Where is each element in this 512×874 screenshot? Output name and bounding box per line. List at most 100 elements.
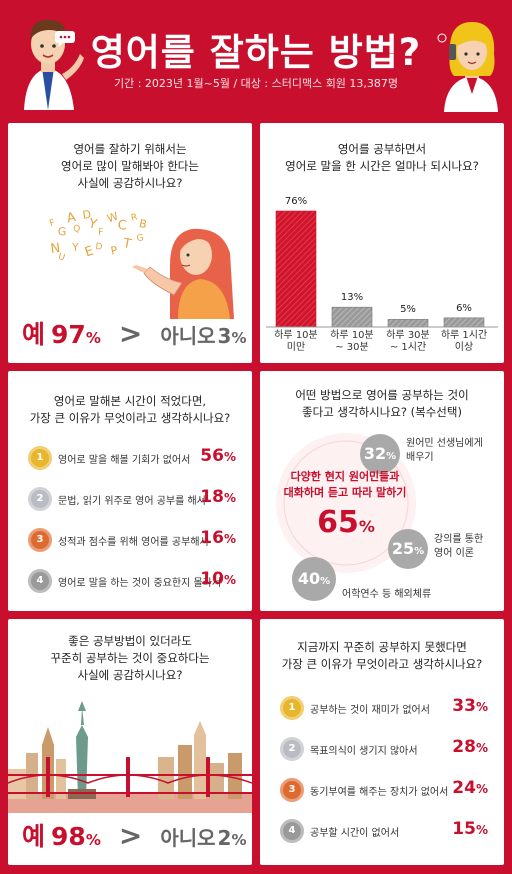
rank-medal-icon: 3	[280, 778, 304, 802]
yes-label: 예	[22, 822, 46, 851]
reason-value: 56%	[200, 446, 236, 466]
question-text: 영어를 공부하면서 영어로 말을 한 시간은 얼마나 되시나요?	[285, 142, 479, 173]
no-value: 3	[217, 324, 232, 348]
greater-than-sign: >	[118, 317, 143, 350]
reason-label: 목표의식이 생기지 않아서	[310, 746, 418, 757]
reason-label: 동기부여를 해주는 장치가 없어서	[310, 787, 449, 798]
panel-agree-consistency: 좋은 공부방법이 있더라도 꾸준히 공부하는 것이 중요하다는 사실에 공감하시…	[8, 619, 252, 865]
rank-medal-icon: 4	[28, 569, 52, 593]
rank-medal-icon: 2	[280, 737, 304, 761]
reason-label: 공부할 시간이 없어서	[310, 828, 400, 839]
bar-3	[387, 319, 429, 328]
greater-than-sign: >	[118, 819, 143, 852]
floating-letter: Y	[86, 216, 99, 233]
page-subtitle: 기간 : 2023년 1월~5월 / 대상 : 스터디맥스 회원 13,387명	[113, 77, 399, 90]
page-title: 영어를 잘하는 방법?	[90, 31, 422, 74]
reason-label: 영어로 말을 하는 것이 중요한지 몰라서	[58, 578, 222, 589]
question-text: 영어로 말해본 시간이 적었다면, 가장 큰 이유가 무엇이라고 생각하시나요?	[29, 394, 231, 425]
panel-study-methods: 어떤 방법으로 영어를 공부하는 것이 좋다고 생각하시나요? (복수선택) 다…	[260, 371, 504, 611]
rank-medal-icon: 2	[28, 487, 52, 511]
yes-value: 98	[51, 822, 86, 851]
list-item: 2 목표의식이 생기지 않아서 28%	[280, 736, 488, 762]
question-text: 어떤 방법으로 영어를 공부하는 것이 좋다고 생각하시나요? (복수선택)	[295, 388, 469, 419]
bubble-value-3: 40%	[297, 569, 331, 588]
bar-4	[443, 317, 485, 328]
question-text: 영어를 잘하기 위해서는 영어로 많이 말해봐야 한다는 사실에 공감하시나요?	[61, 142, 199, 190]
skyline-illustration-icon	[8, 701, 252, 813]
rank-medal-icon: 4	[280, 819, 304, 843]
bar-category-label: 하루 10분 ~ 30분	[330, 330, 374, 353]
floating-letter: G	[57, 225, 66, 238]
question-text: 좋은 공부방법이 있더라도 꾸준히 공부하는 것이 중요하다는 사실에 공감하시…	[50, 634, 210, 682]
reason-label: 성적과 점수를 위해 영어를 공부해서	[58, 537, 209, 548]
bubble-value-2: 25%	[391, 539, 425, 558]
reason-value: 15%	[452, 819, 488, 839]
list-item: 2 문법, 읽기 위주로 영어 공부를 해서 18%	[28, 486, 236, 512]
bar-2	[331, 306, 373, 328]
reason-label: 공부하는 것이 재미가 없어서	[310, 705, 430, 716]
bar-chart-svg	[266, 210, 498, 328]
no-value: 2	[217, 826, 232, 850]
reason-label: 문법, 읽기 위주로 영어 공부를 해서	[58, 496, 206, 507]
panel-reason-no-consistency: 지금까지 꾸준히 공부하지 못했다면 가장 큰 이유가 무엇이라고 생각하시나요…	[260, 619, 504, 865]
floating-letter: B	[138, 217, 148, 231]
woman-speaking-illustration-icon	[132, 228, 234, 319]
speech-bubble-icon	[55, 31, 75, 47]
floating-letter: R	[130, 213, 138, 224]
floating-letter: E	[83, 244, 95, 261]
bar-chart: 76% 하루 10분 미만 13% 하루 10분 ~ 30분 5% 하루 30분 ~ 1시…	[260, 123, 504, 363]
reason-label: 영어로 말을 해볼 기회가 없어서	[58, 455, 191, 466]
floating-letter: D	[82, 208, 92, 222]
main-method-value: 65%	[317, 505, 375, 540]
floating-letter: A	[65, 210, 77, 227]
no-label: 아니오	[160, 826, 216, 850]
bar-category-label: 하루 30분 ~ 1시간	[386, 330, 430, 353]
floating-letter: F	[48, 218, 56, 229]
list-item: 4 공부할 시간이 없어서 15%	[280, 818, 488, 844]
yes-value: 97	[51, 320, 86, 349]
floating-letter: N	[50, 241, 61, 257]
bubble-label-1: 원어민 선생님에게 배우기	[406, 438, 483, 463]
reason-value: 10%	[200, 569, 236, 589]
floating-letter: T	[121, 236, 133, 252]
rank-medal-icon: 3	[28, 528, 52, 552]
agree-result: 예 98% > 아니오 2%	[22, 819, 247, 852]
reason-value: 18%	[200, 487, 236, 507]
floating-letter: Y	[71, 241, 79, 254]
floating-letter: C	[117, 218, 127, 234]
yes-label: 예	[22, 320, 46, 349]
floating-letter: D	[95, 242, 103, 253]
list-item: 1 영어로 말을 해볼 기회가 없어서 56%	[28, 445, 236, 471]
panel-agree-speaking: 영어를 잘하기 위해서는 영어로 많이 말해봐야 한다는 사실에 공감하시나요?…	[8, 123, 252, 363]
question-text: 지금까지 꾸준히 공부하지 못했다면 가장 큰 이유가 무엇이라고 생각하시나요…	[281, 640, 483, 671]
rank-medal-icon: 1	[28, 446, 52, 470]
floating-letter: G	[136, 233, 144, 244]
bubble-label-2: 강의를 통한 영어 이론	[434, 534, 484, 559]
bar-value-label: 5%	[400, 304, 416, 316]
floating-letter: F	[98, 228, 104, 238]
agree-result: 예 97% > 아니오 3%	[22, 317, 247, 350]
bar-value-label: 76%	[284, 196, 308, 207]
header: 영어를 잘하는 방법? 기간 : 2023년 1월~5월 / 대상 : 스터디맥…	[0, 0, 512, 116]
bar-value-label: 13%	[340, 292, 364, 304]
bar-category-label: 하루 10분 미만	[274, 330, 318, 353]
reason-value: 24%	[452, 778, 488, 798]
bar-category-label: 하루 1시간 이상	[440, 330, 488, 353]
floating-letter: W	[105, 210, 120, 226]
method-bubbles	[276, 433, 428, 601]
rank-medal-icon: 1	[280, 696, 304, 720]
floating-letter: U	[57, 252, 66, 263]
list-item: 3 성적과 점수를 위해 영어를 공부해서 16%	[28, 527, 236, 553]
woman-phone-illustration-icon	[437, 22, 498, 112]
reason-value: 28%	[452, 737, 488, 757]
floating-letter: P	[110, 244, 120, 258]
list-item: 1 공부하는 것이 재미가 없어서 33%	[280, 695, 488, 721]
panel-reason-less-speaking: 영어로 말해본 시간이 적었다면, 가장 큰 이유가 무엇이라고 생각하시나요?…	[8, 371, 252, 611]
floating-letter: Q	[72, 224, 81, 235]
main-method-text: 다양한 현지 원어민들과 대화하며 듣고 따라 말하기	[283, 470, 407, 499]
bar-1	[275, 210, 317, 328]
bubble-label-3: 어학연수 등 해외체류	[342, 589, 432, 600]
reason-value: 33%	[452, 696, 488, 716]
bubble-value-1: 32%	[363, 444, 397, 463]
